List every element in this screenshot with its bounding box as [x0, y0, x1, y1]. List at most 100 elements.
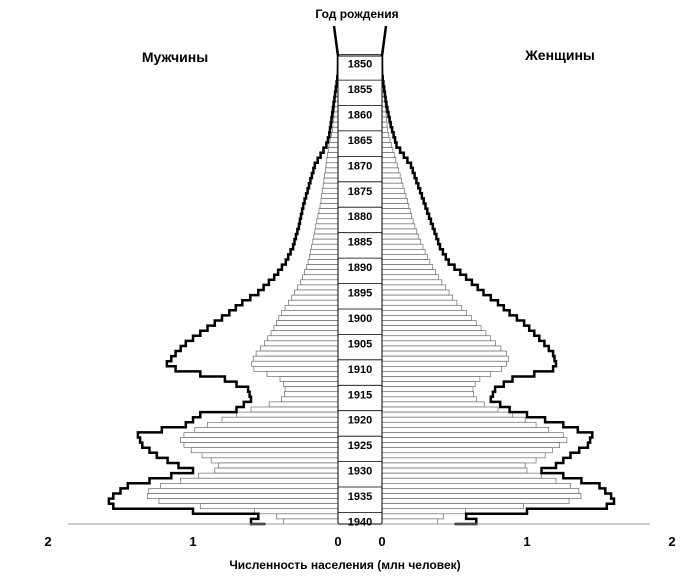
male-bar-1875 — [322, 187, 339, 194]
male-bar-1913 — [283, 381, 339, 387]
year-label-1850: 1850 — [348, 59, 372, 71]
female-bar-1910 — [381, 365, 502, 372]
x-tick-right-2: 2 — [668, 534, 675, 549]
male-bar-1891 — [304, 269, 339, 276]
male-bar-1868 — [327, 152, 339, 159]
female-bar-1920 — [381, 416, 526, 423]
female-bar-1862 — [381, 121, 388, 128]
male-bar-1928 — [210, 457, 339, 464]
female-bar-1891 — [381, 269, 436, 276]
male-bar-1911 — [266, 371, 339, 377]
female-bar-1917 — [381, 401, 485, 408]
male-bar-1863 — [332, 126, 339, 133]
male-bar-1888 — [309, 254, 339, 260]
male-bar-1936 — [158, 498, 339, 504]
male-bar-1925 — [183, 442, 339, 448]
male-bar-1907 — [255, 350, 339, 357]
male-bar-1927 — [201, 452, 339, 459]
male-bar-1915 — [284, 391, 339, 398]
female-bar-1898 — [381, 304, 463, 311]
male-bar-1866 — [328, 142, 339, 148]
female-bar-1928 — [381, 457, 537, 464]
female-bar-1883 — [381, 228, 418, 235]
female-bar-1923 — [381, 432, 564, 438]
year-label-1940: 1940 — [348, 517, 372, 529]
male-bar-1909 — [251, 360, 339, 367]
male-bar-1864 — [331, 132, 339, 138]
female-bar-1897 — [381, 299, 458, 306]
female-bar-1932 — [381, 477, 557, 484]
male-bar-1906 — [260, 345, 339, 352]
female-bar-1929 — [381, 462, 526, 469]
female-bar-1865 — [381, 137, 391, 143]
male-bar-1887 — [310, 249, 339, 255]
male-bar-1929 — [218, 462, 339, 469]
chart-title: Год рождения — [315, 7, 398, 21]
center-year-column — [337, 55, 383, 525]
female-bar-1868 — [381, 152, 395, 159]
male-bar-1877 — [320, 198, 339, 204]
female-bar-1889 — [381, 259, 431, 265]
male-bar-1899 — [281, 310, 339, 316]
female-bar-1886 — [381, 243, 424, 250]
female-bar-1918 — [381, 406, 499, 413]
male-bar-1940 — [283, 518, 339, 525]
female-bar-1893 — [381, 279, 443, 286]
female-bar-1909 — [381, 360, 507, 367]
male-bar-1894 — [297, 284, 339, 291]
male-bar-1886 — [311, 243, 339, 250]
female-bar-1936 — [381, 498, 570, 504]
male-bar-1932 — [180, 477, 339, 484]
male-bar-1904 — [267, 335, 339, 342]
x-axis-label: Численность населения (млн человек) — [229, 558, 460, 572]
female-bar-1925 — [381, 442, 560, 448]
x-tick-labels: 0 1 2 0 1 2 — [44, 534, 675, 549]
male-bar-1897 — [288, 299, 339, 306]
female-bar-1904 — [381, 335, 492, 342]
female-bar-1905 — [381, 340, 496, 347]
male-bar-1903 — [270, 330, 339, 337]
male-bar-1889 — [307, 259, 339, 265]
male-bar-1861 — [333, 116, 339, 123]
female-bar-1863 — [381, 126, 388, 133]
year-label-1855: 1855 — [348, 84, 372, 96]
male-bar-1918 — [250, 406, 339, 413]
female-bar-1919 — [381, 411, 513, 418]
male-bar-1880 — [317, 213, 339, 220]
female-bar-1881 — [381, 218, 414, 225]
female-bar-1871 — [381, 167, 399, 174]
year-label-1935: 1935 — [348, 491, 372, 503]
female-bar-1890 — [381, 264, 434, 270]
year-label-1865: 1865 — [348, 135, 372, 147]
male-bar-1919 — [236, 411, 339, 418]
female-outline-line — [380, 25, 616, 526]
male-bar-1912 — [279, 376, 339, 382]
female-bar-1934 — [381, 488, 580, 494]
x-tick-left-0: 0 — [334, 534, 341, 549]
female-bar-1940 — [381, 518, 439, 525]
female-bar-1887 — [381, 249, 426, 255]
female-bar-1879 — [381, 208, 411, 215]
female-bar-1894 — [381, 284, 446, 291]
female-bar-1870 — [381, 162, 398, 169]
female-bar-1900 — [381, 315, 472, 321]
female-bar-1892 — [381, 274, 439, 281]
male-bar-1924 — [180, 437, 339, 443]
year-label-1905: 1905 — [348, 338, 372, 350]
male-bar-1910 — [253, 365, 339, 372]
male-bar-1938 — [254, 508, 339, 515]
female-bar-1872 — [381, 172, 401, 179]
male-bar-1867 — [327, 147, 339, 153]
year-label-1910: 1910 — [348, 364, 372, 376]
male-outline-line — [107, 25, 340, 526]
female-bar-1901 — [381, 320, 477, 326]
male-bar-1860 — [333, 111, 339, 118]
male-bar-1917 — [268, 401, 339, 408]
male-bar-1876 — [321, 193, 339, 199]
male-bar-1890 — [305, 264, 339, 270]
year-label-1870: 1870 — [348, 160, 372, 172]
male-bar-1934 — [148, 488, 339, 494]
left-side-label: Мужчины — [142, 49, 208, 65]
year-label-1890: 1890 — [348, 262, 372, 274]
